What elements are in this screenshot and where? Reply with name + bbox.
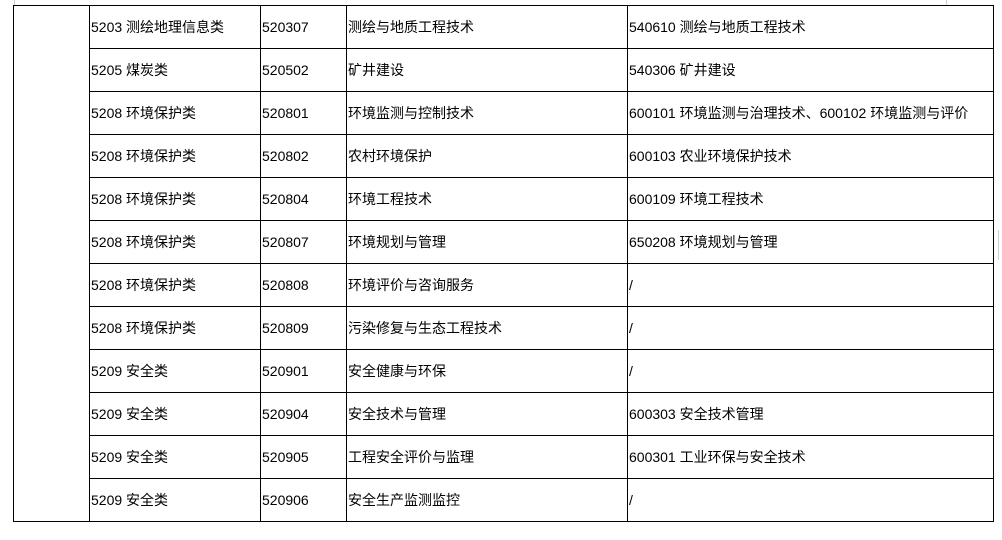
old-major-cell: /: [627, 306, 994, 350]
table-row: 5208 环境保护类 520809 污染修复与生态工程技术 /: [14, 306, 994, 350]
category-cell: 5208 环境保护类: [89, 91, 261, 135]
major-name-cell: 安全健康与环保: [346, 349, 628, 393]
old-major-cell: 540610 测绘与地质工程技术: [627, 5, 994, 49]
category-cell: 5205 煤炭类: [89, 48, 261, 92]
code-cell: 520809: [260, 306, 347, 350]
old-major-cell: /: [627, 349, 994, 393]
category-cell: 5208 环境保护类: [89, 134, 261, 178]
code-cell: 520502: [260, 48, 347, 92]
category-cell: 5208 环境保护类: [89, 263, 261, 307]
category-cell: 5208 环境保护类: [89, 220, 261, 264]
table-row: 5209 安全类 520905 工程安全评价与监理 600301 工业环保与安全技术: [14, 435, 994, 479]
major-name-cell: 矿井建设: [346, 48, 628, 92]
table-row: 5209 安全类 520904 安全技术与管理 600303 安全技术管理: [14, 392, 994, 436]
old-major-cell: 650208 环境规划与管理: [627, 220, 994, 264]
code-cell: 520906: [260, 478, 347, 522]
old-major-cell: 600303 安全技术管理: [627, 392, 994, 436]
table-row: 5208 环境保护类 520802 农村环境保护 600103 农业环境保护技术: [14, 134, 994, 178]
code-cell: 520808: [260, 263, 347, 307]
category-cell: 5209 安全类: [89, 435, 261, 479]
category-cell: 5208 环境保护类: [89, 306, 261, 350]
code-cell: 520802: [260, 134, 347, 178]
old-major-cell: 600101 环境监测与治理技术、600102 环境监测与评价: [627, 91, 994, 135]
category-cell: 5203 测绘地理信息类: [89, 5, 261, 49]
old-major-cell: 600109 环境工程技术: [627, 177, 994, 221]
code-cell: 520901: [260, 349, 347, 393]
table-row: 5203 测绘地理信息类 520307 测绘与地质工程技术 540610 测绘与地质工…: [13, 5, 994, 522]
category-cell: 5209 安全类: [89, 349, 261, 393]
page-gridline: [946, 0, 947, 5]
table-row: 5209 安全类 520906 安全生产监测监控 /: [14, 478, 994, 522]
old-major-cell: /: [627, 263, 994, 307]
table-row: 5209 安全类 520901 安全健康与环保 /: [14, 349, 994, 393]
code-cell: 520804: [260, 177, 347, 221]
major-name-cell: 安全生产监测监控: [346, 478, 628, 522]
code-cell: 520807: [260, 220, 347, 264]
page-gridline: [998, 230, 999, 260]
merged-blank-cell: [13, 5, 90, 522]
table-row: 5208 环境保护类 520801 环境监测与控制技术 600101 环境监测与治理技…: [14, 91, 994, 135]
table-row: 5208 环境保护类 520808 环境评价与咨询服务 /: [14, 263, 994, 307]
table-row: 5205 煤炭类 520502 矿井建设 540306 矿井建设: [14, 48, 994, 92]
table-row: 5208 环境保护类 520807 环境规划与管理 650208 环境规划与管理: [14, 220, 994, 264]
major-name-cell: 工程安全评价与监理: [346, 435, 628, 479]
category-cell: 5209 安全类: [89, 392, 261, 436]
category-cell: 5209 安全类: [89, 478, 261, 522]
major-name-cell: 测绘与地质工程技术: [346, 5, 628, 49]
category-cell: 5208 环境保护类: [89, 177, 261, 221]
major-name-cell: 农村环境保护: [346, 134, 628, 178]
major-name-cell: 环境评价与咨询服务: [346, 263, 628, 307]
major-name-cell: 环境工程技术: [346, 177, 628, 221]
major-mapping-table: 5203 测绘地理信息类 520307 测绘与地质工程技术 540610 测绘与地质工…: [13, 5, 994, 522]
old-major-cell: 540306 矿井建设: [627, 48, 994, 92]
major-name-cell: 污染修复与生态工程技术: [346, 306, 628, 350]
code-cell: 520905: [260, 435, 347, 479]
old-major-cell: /: [627, 478, 994, 522]
code-cell: 520904: [260, 392, 347, 436]
old-major-cell: 600103 农业环境保护技术: [627, 134, 994, 178]
major-name-cell: 安全技术与管理: [346, 392, 628, 436]
table-row: 5208 环境保护类 520804 环境工程技术 600109 环境工程技术: [14, 177, 994, 221]
major-name-cell: 环境监测与控制技术: [346, 91, 628, 135]
old-major-cell: 600301 工业环保与安全技术: [627, 435, 994, 479]
major-name-cell: 环境规划与管理: [346, 220, 628, 264]
code-cell: 520307: [260, 5, 347, 49]
code-cell: 520801: [260, 91, 347, 135]
page-gridline: [14, 0, 15, 5]
